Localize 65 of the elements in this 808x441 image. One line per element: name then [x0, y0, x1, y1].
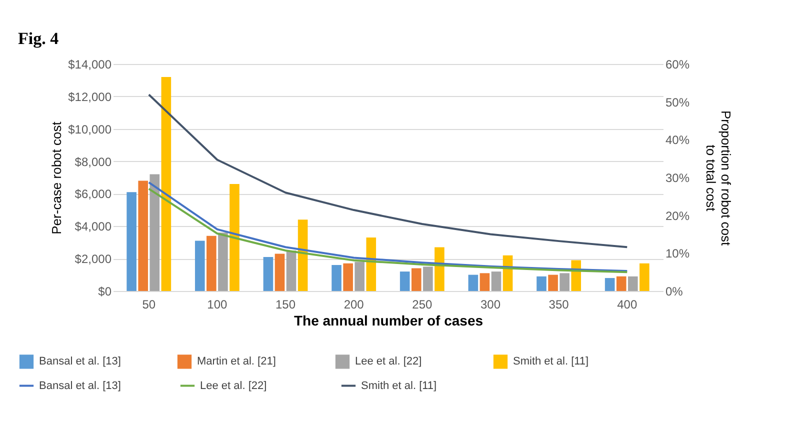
legend-label: Bansal et al. [13] — [39, 380, 121, 392]
bar — [194, 240, 205, 291]
bar — [161, 76, 172, 291]
x-tick-label: 350 — [548, 298, 570, 312]
bar — [491, 272, 502, 291]
y-tick-label: $0 — [98, 284, 112, 298]
bar — [150, 174, 160, 291]
y2-tick-label: 30% — [666, 171, 690, 185]
bar — [354, 262, 365, 291]
bar — [286, 250, 296, 291]
bar — [298, 220, 308, 291]
bar — [480, 273, 490, 291]
bar — [548, 274, 558, 291]
legend-label: Lee et al. [22] — [200, 380, 267, 392]
bar — [274, 254, 285, 291]
legend-label: Bansal et al. [13] — [39, 356, 121, 368]
x-tick-label: 250 — [412, 298, 432, 312]
bar — [332, 265, 342, 291]
bar — [230, 184, 240, 291]
legend-label: Martin et al. [21] — [197, 356, 276, 368]
bar — [400, 272, 410, 291]
bar — [411, 268, 422, 291]
bar — [468, 274, 478, 291]
bar — [138, 180, 148, 291]
x-tick-label: 100 — [207, 298, 228, 312]
y-tick-label: $8,000 — [74, 154, 112, 169]
bar — [560, 273, 570, 291]
bar — [263, 256, 274, 291]
x-tick-label: 200 — [344, 298, 364, 312]
legend-label: Smith et al. [11] — [513, 356, 589, 368]
x-tick-label: 50 — [142, 298, 156, 312]
bar — [218, 232, 228, 291]
bar — [206, 236, 216, 291]
y-tick-label: $4,000 — [74, 220, 112, 234]
y2-tick-label: 10% — [666, 246, 690, 261]
y-tick-label: $2,000 — [74, 252, 112, 266]
legend-label: Smith et al. [11] — [361, 380, 437, 392]
y-tick-label: $10,000 — [68, 122, 112, 136]
bar — [343, 263, 353, 291]
chart-title: Fig. 4 — [18, 29, 60, 48]
y-axis-title: Per-case robot cost — [49, 121, 64, 234]
bar — [126, 192, 136, 291]
bar — [616, 276, 626, 291]
legend-label: Lee et al. [22] — [355, 356, 422, 368]
bar — [604, 278, 615, 291]
bar — [423, 266, 433, 291]
x-tick-label: 400 — [617, 298, 638, 312]
bar — [640, 263, 650, 291]
y2-tick-label: 60% — [666, 58, 690, 72]
y-tick-label: $12,000 — [68, 90, 112, 104]
bar — [536, 276, 546, 291]
x-tick-label: 300 — [480, 298, 501, 312]
x-tick-label: 150 — [276, 298, 296, 312]
y2-tick-label: 20% — [666, 208, 690, 223]
y-tick-label: $14,000 — [68, 58, 112, 72]
y2-tick-label: 40% — [666, 133, 690, 148]
y2-axis-title: Proportion of robot cost to total cost — [704, 110, 734, 246]
x-axis-title: The annual number of cases — [294, 312, 484, 328]
line-series — [148, 94, 628, 248]
bar — [366, 237, 376, 291]
y-tick-label: $6,000 — [74, 187, 112, 202]
bar — [434, 247, 444, 291]
y2-tick-label: 50% — [666, 95, 690, 110]
bar — [628, 276, 638, 291]
y2-tick-label: 0% — [666, 284, 684, 298]
